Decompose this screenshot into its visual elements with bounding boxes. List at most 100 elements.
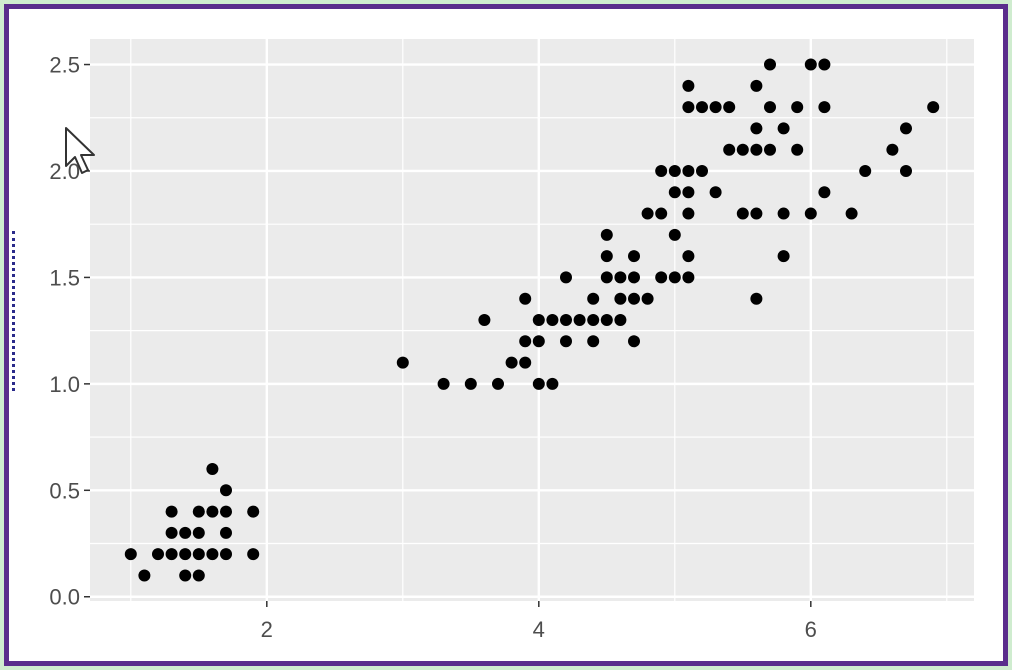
data-point: [192, 526, 205, 539]
data-point: [165, 526, 178, 539]
data-point: [682, 250, 695, 263]
plot-window: 0.0 0.5 1.0 1.5 2.0 2.5 2 4 6: [4, 4, 1008, 666]
data-point: [682, 207, 695, 220]
data-point: [614, 271, 627, 284]
data-point: [777, 250, 790, 263]
data-point: [709, 186, 722, 199]
data-point: [192, 548, 205, 561]
data-point: [560, 314, 572, 326]
data-point: [587, 335, 600, 348]
data-point: [628, 250, 640, 263]
data-point: [655, 164, 668, 177]
data-point: [220, 484, 232, 497]
data-point: [682, 186, 695, 199]
data-point: [573, 314, 586, 326]
data-point: [777, 207, 790, 220]
data-point: [655, 207, 668, 220]
data-point: [546, 377, 559, 390]
data-point: [696, 101, 708, 114]
data-point: [519, 292, 532, 305]
plot-panel: [90, 39, 974, 601]
x-tick-label: 4: [533, 617, 545, 642]
data-point: [628, 292, 640, 305]
data-point: [532, 335, 545, 348]
scatter-plot: 0.0 0.5 1.0 1.5 2.0 2.5 2 4 6: [49, 39, 974, 642]
data-point: [900, 122, 912, 135]
data-point: [668, 186, 681, 199]
data-point: [750, 79, 763, 92]
data-point: [206, 505, 219, 518]
data-point: [859, 164, 872, 177]
data-point: [220, 548, 232, 561]
data-point: [437, 377, 450, 390]
x-tick-label: 6: [805, 617, 817, 642]
data-point: [750, 122, 763, 135]
data-point: [668, 271, 681, 284]
data-point: [247, 505, 260, 518]
data-point: [614, 314, 627, 326]
y-tick-label: 1.5: [49, 265, 80, 290]
data-point: [723, 101, 736, 114]
data-point: [492, 377, 504, 390]
y-tick-label: 2.5: [49, 53, 80, 78]
axes: 0.0 0.5 1.0 1.5 2.0 2.5 2 4 6: [49, 53, 817, 642]
data-point: [696, 164, 708, 177]
data-point: [165, 548, 178, 561]
data-point: [179, 569, 192, 582]
data-point: [668, 164, 681, 177]
data-points: [124, 58, 940, 582]
data-point: [600, 314, 613, 326]
data-point: [560, 271, 572, 284]
data-point: [927, 101, 940, 114]
data-point: [192, 505, 205, 518]
data-point: [682, 101, 695, 114]
mouse-cursor-icon: [65, 127, 95, 174]
data-point: [764, 143, 776, 156]
data-point: [668, 228, 681, 241]
data-point: [587, 292, 600, 305]
data-point: [206, 548, 219, 561]
data-point: [736, 207, 749, 220]
axis-title-fragment: [12, 231, 19, 391]
data-point: [764, 58, 776, 71]
data-point: [587, 314, 600, 326]
data-point: [220, 526, 232, 539]
data-point: [682, 164, 695, 177]
y-tick-label: 0.0: [49, 585, 80, 610]
data-point: [247, 548, 260, 561]
data-point: [478, 314, 491, 326]
data-point: [655, 271, 668, 284]
x-tick-label: 2: [261, 617, 273, 642]
data-point: [532, 377, 545, 390]
data-point: [519, 335, 532, 348]
y-tick-label: 1.0: [49, 372, 80, 397]
data-point: [682, 79, 695, 92]
data-point: [900, 164, 912, 177]
data-point: [600, 228, 613, 241]
panel-background: [90, 39, 974, 601]
y-tick-label: 2.0: [49, 159, 80, 184]
data-point: [777, 122, 790, 135]
data-point: [791, 101, 804, 114]
data-point: [641, 207, 654, 220]
data-point: [138, 569, 151, 582]
data-point: [682, 271, 695, 284]
data-point: [845, 207, 858, 220]
data-point: [804, 207, 817, 220]
data-point: [192, 569, 205, 582]
data-point: [220, 505, 232, 518]
data-point: [505, 356, 518, 369]
data-point: [614, 292, 627, 305]
data-point: [886, 143, 899, 156]
data-point: [818, 101, 831, 114]
data-point: [124, 548, 137, 561]
data-point: [396, 356, 409, 369]
data-point: [764, 101, 776, 114]
data-point: [709, 101, 722, 114]
data-point: [818, 58, 831, 71]
data-point: [723, 143, 736, 156]
data-point: [750, 143, 763, 156]
data-point: [750, 207, 763, 220]
data-point: [818, 186, 831, 199]
